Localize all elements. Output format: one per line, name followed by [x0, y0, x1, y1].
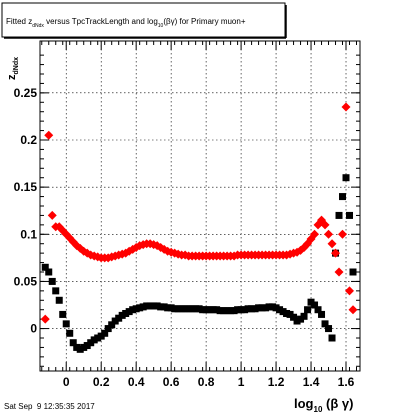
data-point-black [66, 329, 74, 337]
chart-title: Fitted zdNdx versus TpcTrackLength and l… [6, 17, 246, 29]
data-point-red [348, 305, 358, 315]
data-point-black [346, 211, 354, 219]
y-tick-label: 0.1 [20, 227, 37, 241]
y-axis-label: zdNdx [6, 57, 20, 80]
data-point-black [41, 263, 49, 271]
data-point-black [328, 334, 336, 342]
data-point-black [304, 306, 312, 314]
data-point-black [55, 296, 63, 304]
data-point-black [339, 193, 347, 201]
x-tick-label: 1 [238, 375, 245, 389]
data-point-black [48, 277, 56, 285]
data-point-red [345, 286, 355, 296]
data-point-red [40, 314, 50, 324]
data-point-black [108, 321, 116, 329]
data-point-black [59, 310, 67, 318]
data-point-black [335, 211, 343, 219]
data-point-black [104, 325, 112, 333]
x-tick-label: 0.2 [93, 375, 110, 389]
y-tick-label: 0.25 [14, 86, 38, 100]
data-point-black [314, 306, 322, 314]
data-point-black [101, 329, 109, 337]
data-point-red [334, 267, 344, 277]
data-point-red [331, 248, 341, 258]
data-point-red [341, 102, 351, 112]
x-tick-label: 0.4 [128, 375, 145, 389]
data-point-black [69, 339, 77, 347]
data-point-red [338, 229, 348, 239]
footer-timestamp: Sat Sep 9 12:35:35 2017 [4, 402, 95, 411]
data-point-black [52, 287, 60, 295]
data-layer [40, 102, 358, 353]
data-point-black [342, 174, 350, 182]
y-tick-label: 0.15 [14, 180, 38, 194]
data-point-black [318, 310, 326, 318]
x-tick-label: 0.6 [163, 375, 180, 389]
data-point-black [62, 320, 70, 328]
data-point-red [324, 229, 334, 239]
y-tick-label: 0.2 [20, 133, 37, 147]
x-tick-label: 1.4 [303, 375, 320, 389]
x-tick-label: 1.2 [268, 375, 285, 389]
data-point-red [44, 130, 54, 140]
data-point-black [321, 320, 329, 328]
plot-frame [39, 40, 361, 372]
data-point-red [310, 229, 320, 239]
x-tick-label: 1.6 [338, 375, 355, 389]
data-point-red [320, 220, 330, 230]
data-point-black [349, 268, 357, 276]
x-axis-label: log10 (β γ) [294, 396, 353, 414]
data-point-black [311, 301, 319, 309]
data-point-black [300, 312, 308, 320]
data-point-black [325, 325, 333, 333]
grid-layer [40, 41, 360, 371]
y-tick-label: 0.05 [14, 274, 38, 288]
y-tick-label: 0 [30, 322, 37, 336]
tick-layer: 0 0.2 0.4 0.6 0.8 1 1.2 1.4 1.6 0 0.05 0.1 0.15 0.2 0.… [14, 41, 360, 389]
title-box: Fitted zdNdx versus TpcTrackLength and l… [1, 2, 287, 39]
x-tick-label: 0 [63, 375, 70, 389]
data-point-black [290, 313, 298, 321]
data-point-black [45, 268, 53, 276]
x-tick-label: 0.8 [198, 375, 215, 389]
data-point-red [327, 239, 337, 249]
data-point-red [47, 210, 57, 220]
